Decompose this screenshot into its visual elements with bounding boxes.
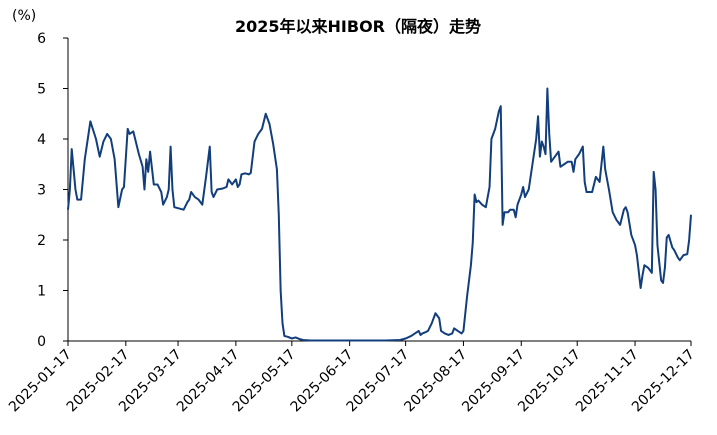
y-tick-label: 2 (37, 233, 46, 249)
y-tick-label: 0 (37, 334, 46, 350)
y-tick-label: 4 (37, 132, 46, 148)
line-series (67, 87, 692, 342)
chart-title: 2025年以来HIBOR（隔夜）走势 (235, 17, 481, 36)
y-tick-label: 3 (37, 183, 46, 199)
y-tick-label: 6 (37, 31, 46, 47)
y-axis-label: (%) (12, 8, 36, 24)
y-tick-label: 5 (37, 82, 46, 98)
y-tick-label: 1 (37, 284, 46, 300)
